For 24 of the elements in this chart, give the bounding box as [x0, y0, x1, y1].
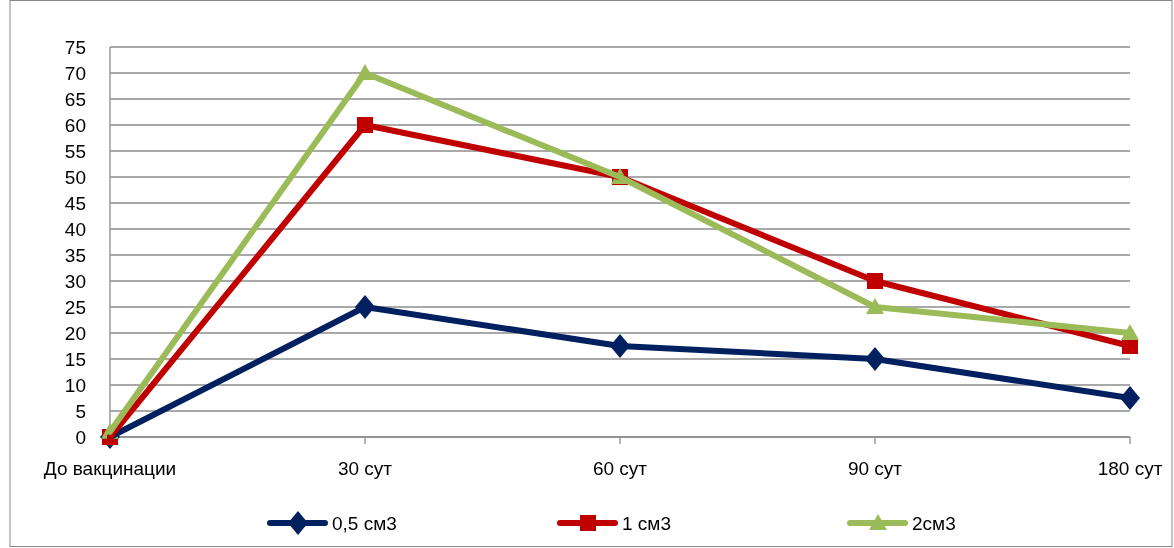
x-tick-label: 180 сут [1097, 458, 1163, 479]
y-tick-label: 70 [64, 62, 86, 84]
y-tick-label: 35 [64, 244, 86, 266]
x-tick-label: До вакцинации [43, 458, 177, 479]
y-tick-label: 75 [64, 36, 86, 58]
legend-label: 0,5 см3 [332, 512, 397, 534]
y-tick-label: 60 [64, 114, 86, 136]
legend-label: 2см3 [912, 512, 956, 534]
y-tick-label: 10 [64, 374, 86, 396]
y-tick-label: 15 [64, 348, 86, 370]
y-tick-label: 65 [64, 88, 86, 110]
y-tick-label: 40 [64, 218, 86, 240]
x-tick-label: 30 сут [337, 458, 393, 479]
y-tick-label: 50 [64, 166, 86, 188]
y-tick-label: 0 [75, 426, 86, 448]
y-tick-label: 25 [64, 296, 86, 318]
y-tick-label: 45 [64, 192, 86, 214]
y-tick-label: 30 [64, 270, 86, 292]
x-tick-label: 90 сут [847, 458, 903, 479]
y-tick-label: 20 [64, 322, 86, 344]
y-tick-label: 55 [64, 140, 86, 162]
x-tick-label: 60 сут [592, 458, 648, 479]
legend-label: 1 см3 [622, 512, 671, 534]
y-tick-label: 5 [75, 400, 86, 422]
